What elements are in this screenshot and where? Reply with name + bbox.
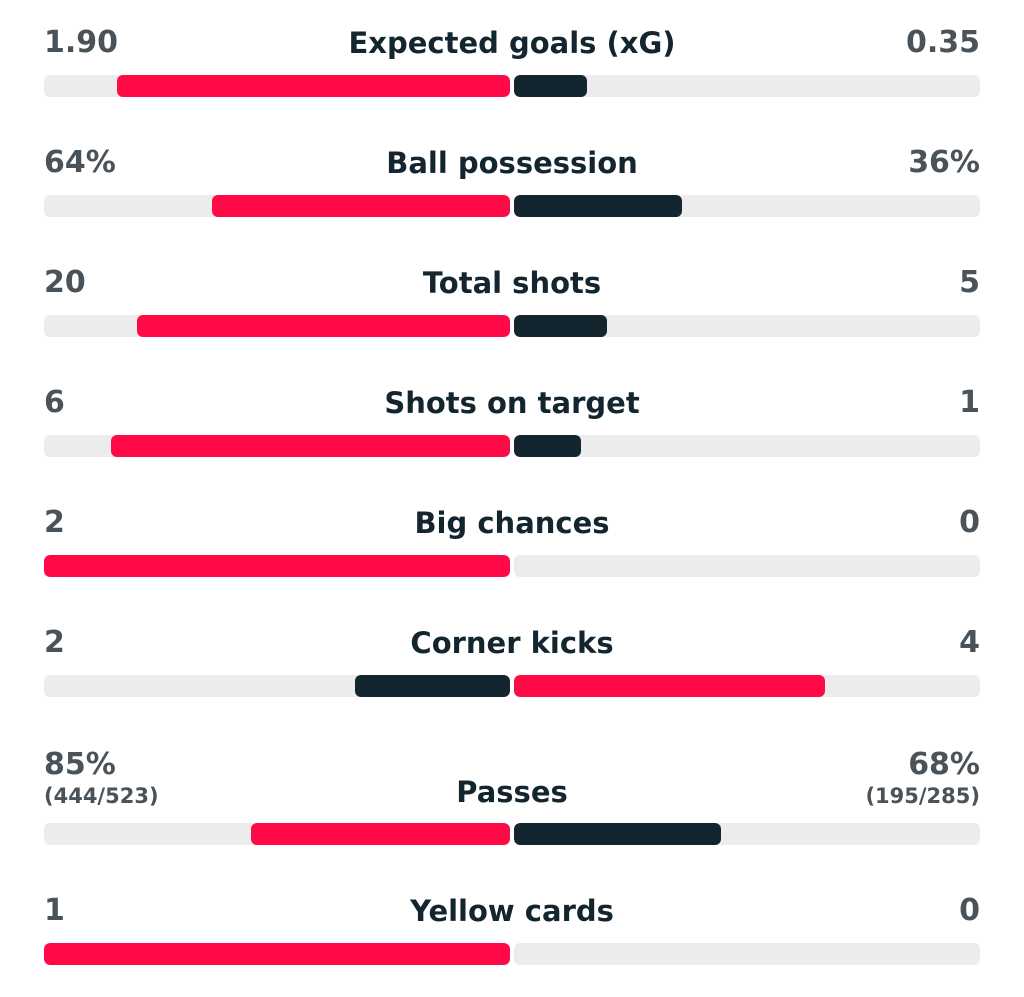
- stat-label: Corner kicks: [410, 626, 614, 660]
- away-value: 1: [959, 385, 980, 420]
- stat-label: Total shots: [422, 266, 602, 300]
- home-value: 2: [44, 505, 65, 540]
- away-value: 5: [959, 265, 980, 300]
- away-bar-fill: [514, 315, 608, 337]
- stat-row-total-shots: 20 Total shots 5: [44, 263, 980, 337]
- home-sub-value: (444/523): [44, 784, 159, 808]
- away-bar-fill: [514, 195, 682, 217]
- stat-header: 2 Corner kicks 4: [44, 623, 980, 663]
- home-bar-track: [44, 435, 510, 457]
- home-bar-track: [44, 75, 510, 97]
- stat-label: Yellow cards: [410, 894, 614, 928]
- stat-label: Ball possession: [386, 146, 638, 180]
- away-bar-fill: [514, 823, 721, 845]
- stat-bar: [44, 315, 980, 337]
- home-bar-fill: [116, 75, 510, 97]
- stat-bar: [44, 75, 980, 97]
- stat-label: Passes: [456, 775, 568, 809]
- away-bar-fill: [514, 675, 825, 697]
- away-bar-track: [514, 315, 980, 337]
- away-bar-fill: [514, 75, 587, 97]
- home-value: 85%: [44, 747, 116, 782]
- stat-row-yellow-cards: 1 Yellow cards 0: [44, 891, 980, 965]
- away-value: 0: [959, 505, 980, 540]
- home-bar-track: [44, 675, 510, 697]
- stat-bar: [44, 675, 980, 697]
- away-value: 0.35: [905, 25, 980, 60]
- stat-bar: [44, 823, 980, 845]
- home-bar-fill: [137, 315, 510, 337]
- away-value: 36%: [908, 145, 980, 180]
- stat-header: 64% Ball possession 36%: [44, 143, 980, 183]
- away-value: 68%: [908, 747, 980, 782]
- away-value: 4: [959, 625, 980, 660]
- home-bar-track: [44, 315, 510, 337]
- stat-header: 1 Yellow cards 0: [44, 891, 980, 931]
- stat-header: 85% (444/523) Passes 68% (195/285): [44, 745, 980, 809]
- away-bar-track: [514, 195, 980, 217]
- away-sub-value: (195/285): [865, 784, 980, 808]
- home-bar-fill: [44, 943, 510, 965]
- stat-label: Shots on target: [384, 386, 640, 420]
- home-bar-fill: [354, 675, 510, 697]
- stat-row-big-chances: 2 Big chances 0: [44, 503, 980, 577]
- home-value: 64%: [44, 145, 116, 180]
- away-bar-track: [514, 943, 980, 965]
- away-bar-fill: [514, 435, 581, 457]
- away-bar-track: [514, 75, 980, 97]
- stat-bar: [44, 555, 980, 577]
- away-bar-track: [514, 675, 980, 697]
- stat-bar: [44, 435, 980, 457]
- home-value: 6: [44, 385, 65, 420]
- home-bar-fill: [250, 823, 510, 845]
- stat-label: Big chances: [414, 506, 610, 540]
- home-bar-fill: [44, 555, 510, 577]
- home-bar-track: [44, 555, 510, 577]
- home-bar-fill: [110, 435, 510, 457]
- home-value: 1: [44, 893, 65, 928]
- away-value: 0: [959, 893, 980, 928]
- stat-row-passes: 85% (444/523) Passes 68% (195/285): [44, 745, 980, 845]
- away-bar-track: [514, 555, 980, 577]
- home-value: 2: [44, 625, 65, 660]
- stat-row-corner-kicks: 2 Corner kicks 4: [44, 623, 980, 697]
- away-bar-track: [514, 435, 980, 457]
- home-value: 20: [44, 265, 86, 300]
- home-bar-track: [44, 943, 510, 965]
- stat-header: 6 Shots on target 1: [44, 383, 980, 423]
- stat-label: Expected goals (xG): [348, 26, 676, 60]
- home-bar-fill: [211, 195, 510, 217]
- home-value: 1.90: [44, 25, 119, 60]
- stat-header: 20 Total shots 5: [44, 263, 980, 303]
- stat-header: 2 Big chances 0: [44, 503, 980, 543]
- home-bar-track: [44, 195, 510, 217]
- stat-row-shots-on-target: 6 Shots on target 1: [44, 383, 980, 457]
- away-bar-track: [514, 823, 980, 845]
- stat-bar: [44, 195, 980, 217]
- stat-bar: [44, 943, 980, 965]
- stat-header: 1.90 Expected goals (xG) 0.35: [44, 23, 980, 63]
- stat-row-ball-possession: 64% Ball possession 36%: [44, 143, 980, 217]
- stat-row-expected-goals: 1.90 Expected goals (xG) 0.35: [44, 23, 980, 97]
- home-bar-track: [44, 823, 510, 845]
